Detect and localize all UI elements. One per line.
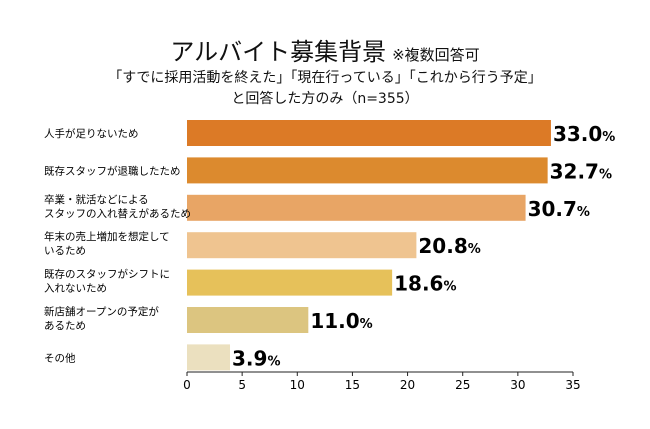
data-label: 20.8% [418, 234, 480, 258]
bar [187, 344, 231, 371]
category-label: 既存スタッフが退職したため [44, 164, 181, 177]
x-tick-label: 15 [345, 378, 360, 392]
percent-unit: % [602, 130, 615, 145]
title-text: アルバイト募集背景 [170, 38, 387, 66]
x-tick-label: 20 [400, 378, 415, 392]
category-label: その他 [44, 351, 76, 364]
percent-unit: % [599, 167, 612, 182]
percent-unit: % [468, 242, 481, 257]
subtitle-line2: と回答した方のみ（n=355） [231, 91, 419, 107]
data-label: 33.0% [553, 122, 615, 146]
bar [187, 269, 393, 296]
category-label: 年末の売上増加を想定して [44, 230, 170, 243]
percent-unit: % [577, 205, 590, 220]
category-label: 人手が足りないため [44, 127, 139, 140]
category-label: いるため [44, 245, 86, 257]
x-tick-label: 25 [455, 378, 470, 392]
data-label: 3.9% [232, 346, 280, 370]
category-label: 卒業・就活などによる [44, 193, 149, 206]
bar [187, 194, 526, 221]
x-tick-label: 5 [238, 378, 246, 392]
percent-unit: % [267, 354, 280, 369]
category-label: あるため [44, 320, 86, 332]
title-note: ※複数回答可 [392, 46, 480, 64]
subtitle-line1: 「すでに採用活動を終えた」「現在行っている」「これから行う予定」 [108, 70, 542, 86]
data-label: 30.7% [528, 197, 590, 221]
data-label: 32.7% [550, 159, 612, 183]
bar [187, 120, 551, 146]
x-tick-label: 35 [565, 378, 580, 392]
data-label: 18.6% [394, 272, 456, 296]
category-label: 既存のスタッフがシフトに [44, 268, 170, 281]
category-label: スタッフの入れ替えがあるため [44, 207, 191, 220]
bar [187, 157, 548, 184]
bar [187, 232, 417, 259]
category-label: 新店舗オープンの予定が [44, 305, 159, 318]
data-label: 11.0% [310, 309, 372, 333]
x-tick-label: 30 [510, 378, 525, 392]
x-tick-label: 10 [290, 378, 305, 392]
bar [187, 307, 309, 333]
percent-unit: % [360, 317, 373, 332]
category-label: 入れないため [44, 283, 107, 295]
chart-title: アルバイト募集背景 ※複数回答可 [0, 32, 650, 67]
percent-unit: % [443, 280, 456, 295]
x-tick-label: 0 [183, 378, 191, 392]
